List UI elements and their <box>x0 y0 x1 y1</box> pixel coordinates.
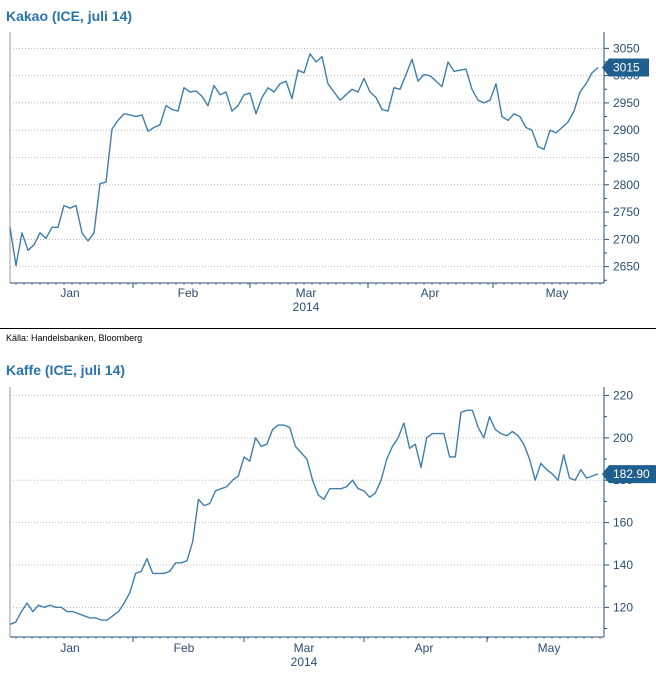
x-year-label: 2014 <box>293 300 320 314</box>
x-year-label: 2014 <box>291 655 318 669</box>
x-month-label: Feb <box>174 641 195 655</box>
series-line <box>9 409 599 625</box>
last-value-label: 3015 <box>613 60 640 74</box>
y-tick-label: 2950 <box>613 96 640 110</box>
y-tick-label: 200 <box>613 431 633 445</box>
x-month-label: Apr <box>421 286 440 300</box>
y-tick-label: 2900 <box>613 123 640 137</box>
x-month-label: Jan <box>60 286 79 300</box>
x-month-label: Feb <box>178 286 199 300</box>
last-value-badge <box>602 465 656 484</box>
y-tick-label: 220 <box>613 388 633 402</box>
y-tick-label: 2700 <box>613 232 640 246</box>
chart-kakao: 265027002750280028502900295030003050JanF… <box>9 32 649 314</box>
source-note: Källa: Handelsbanken, Bloomberg <box>6 333 143 343</box>
y-tick-label: 2800 <box>613 178 640 192</box>
y-tick-label: 140 <box>613 558 633 572</box>
y-tick-label: 2850 <box>613 151 640 165</box>
last-value-label: 182.90 <box>613 467 650 481</box>
x-month-label: Mar <box>296 286 317 300</box>
x-month-label: May <box>538 641 561 655</box>
y-tick-label: 2650 <box>613 260 640 274</box>
x-month-label: Apr <box>415 641 434 655</box>
x-month-label: Jan <box>60 641 79 655</box>
divider <box>0 328 656 329</box>
chart-title-kaffe: Kaffe (ICE, juli 14) <box>6 362 126 378</box>
y-tick-label: 3050 <box>613 41 640 55</box>
chart-title-kakao: Kakao (ICE, juli 14) <box>6 8 133 24</box>
x-month-label: May <box>546 286 569 300</box>
y-tick-label: 2750 <box>613 205 640 219</box>
x-month-label: Mar <box>294 641 315 655</box>
series-line <box>9 53 599 267</box>
chart-kaffe: 120140160180200220JanFebMarAprMay2014182… <box>9 387 656 669</box>
y-tick-label: 120 <box>613 600 633 614</box>
y-tick-label: 160 <box>613 516 633 530</box>
last-value-badge <box>602 58 649 77</box>
